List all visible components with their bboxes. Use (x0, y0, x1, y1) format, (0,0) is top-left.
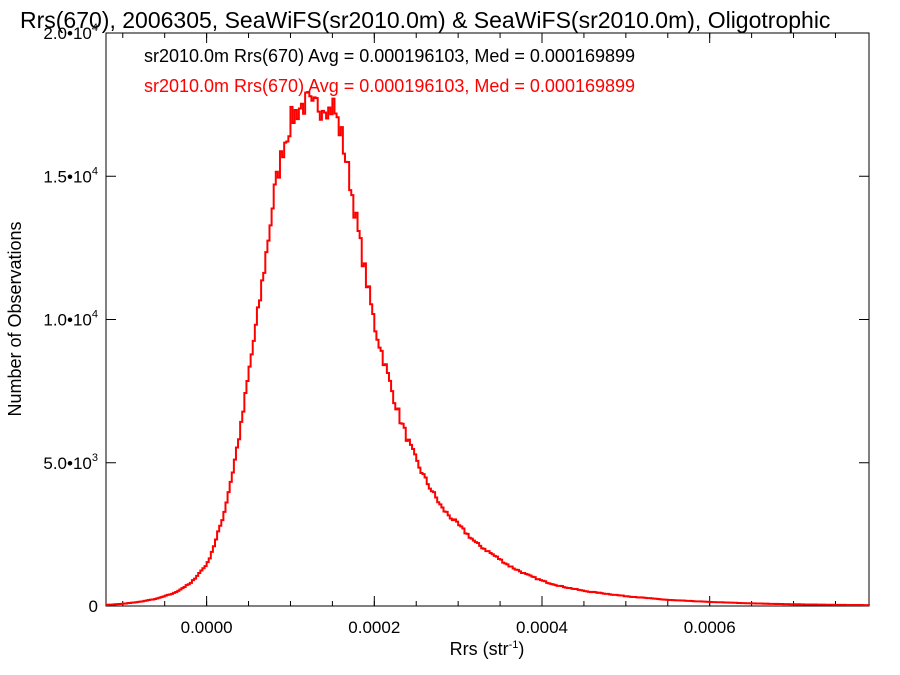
x-tick-label: 0.0000 (181, 618, 233, 637)
y-axis-label: Number of Observations (5, 221, 25, 416)
y-tick-label: 1.5•104 (43, 165, 98, 186)
x-axis-label-text: Rrs (str (450, 639, 509, 659)
y-tick-label: 2.0•104 (43, 22, 98, 43)
x-tick-label: 0.0002 (348, 618, 400, 637)
chart-title: Rrs(670), 2006305, SeaWiFS(sr2010.0m) & … (20, 7, 830, 33)
x-tick-label: 0.0006 (684, 618, 736, 637)
x-axis-label-end: ) (518, 639, 524, 659)
legend-entry-black: sr2010.0m Rrs(670) Avg = 0.000196103, Me… (144, 46, 635, 66)
y-axis: 0 5.0•103 1.0•104 1.5•104 2.0•104 (43, 22, 869, 616)
series-group (106, 91, 870, 607)
series-line (106, 91, 870, 607)
y-tick-label: 0 (89, 597, 98, 616)
x-axis-label-exponent: -1 (509, 639, 519, 651)
legend-entry-red: sr2010.0m Rrs(670) Avg = 0.000196103, Me… (144, 76, 635, 96)
y-tick-label: 5.0•103 (43, 452, 98, 473)
x-tick-label: 0.0004 (516, 618, 568, 637)
x-axis-label: Rrs (str-1) (450, 639, 525, 659)
y-tick-label: 1.0•104 (43, 309, 98, 330)
